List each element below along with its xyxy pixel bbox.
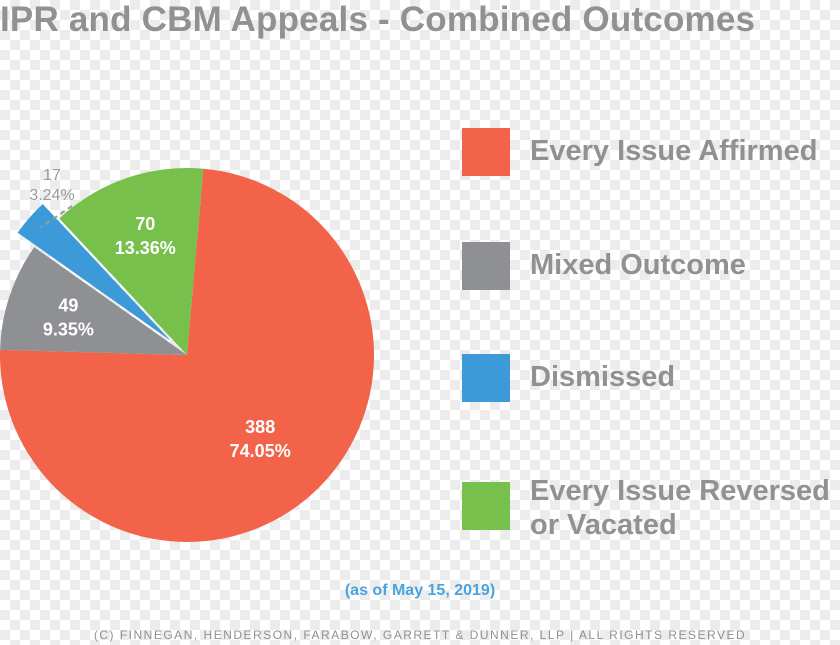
legend-label-line: or Vacated [530, 509, 677, 541]
legend-label-line: Mixed Outcome [530, 249, 746, 281]
pie-chart: 388 74.05% 49 9.35% 17 3.24% 70 13.36% [0, 167, 374, 542]
legend-label: Every Issue Reversed or Vacated [530, 474, 830, 542]
pie-label-every-issue-reversed-or-vacated: 70 13.36% [115, 214, 176, 258]
legend-label: Mixed Outcome [530, 248, 746, 282]
pie-slice-mixed-outcome [0, 247, 187, 355]
legend-label-line: Every Issue Affirmed [530, 135, 818, 167]
pie-label-value: 388 [245, 417, 275, 437]
legend-label-line: Dismissed [530, 361, 676, 393]
chart-title: IPR and CBM Appeals - Combined Outcomes [0, 0, 756, 39]
pie-label-percent: 13.36% [115, 238, 176, 258]
pie-label-mixed-outcome: 49 9.35% [43, 296, 94, 340]
leader-line [40, 205, 73, 229]
pie-label-value: 17 [43, 167, 61, 184]
pie-label-value: 49 [58, 296, 78, 316]
pie-slice-dismissed [17, 203, 171, 341]
pie-slices [0, 168, 374, 542]
legend-swatch [462, 354, 510, 402]
pie-label-percent: 9.35% [43, 320, 94, 340]
as-of-note: (as of May 15, 2019) [344, 582, 496, 599]
pie-labels: 388 74.05% 49 9.35% 17 3.24% 70 13.36% [29, 167, 290, 461]
legend-swatch [462, 242, 510, 290]
copyright-footer: (C) FINNEGAN, HENDERSON, FARABOW, GARRET… [93, 628, 747, 642]
pie-label-percent: 3.24% [29, 187, 74, 204]
legend-swatch [462, 128, 510, 176]
legend-label: Every Issue Affirmed [530, 134, 817, 168]
pie-label-every-issue-affirmed: 388 74.05% [230, 417, 291, 461]
pie-slice-every-issue-reversed-or-vacated [59, 168, 204, 355]
legend-label: Dismissed [530, 360, 675, 394]
pie-label-percent: 74.05% [230, 441, 291, 461]
pie-slice-every-issue-affirmed [0, 168, 374, 542]
pie-label-value: 70 [135, 214, 155, 234]
legend-label-line: Every Issue Reversed [530, 475, 830, 507]
pie-label-dismissed: 17 3.24% [29, 167, 74, 204]
legend-swatch [462, 482, 510, 530]
